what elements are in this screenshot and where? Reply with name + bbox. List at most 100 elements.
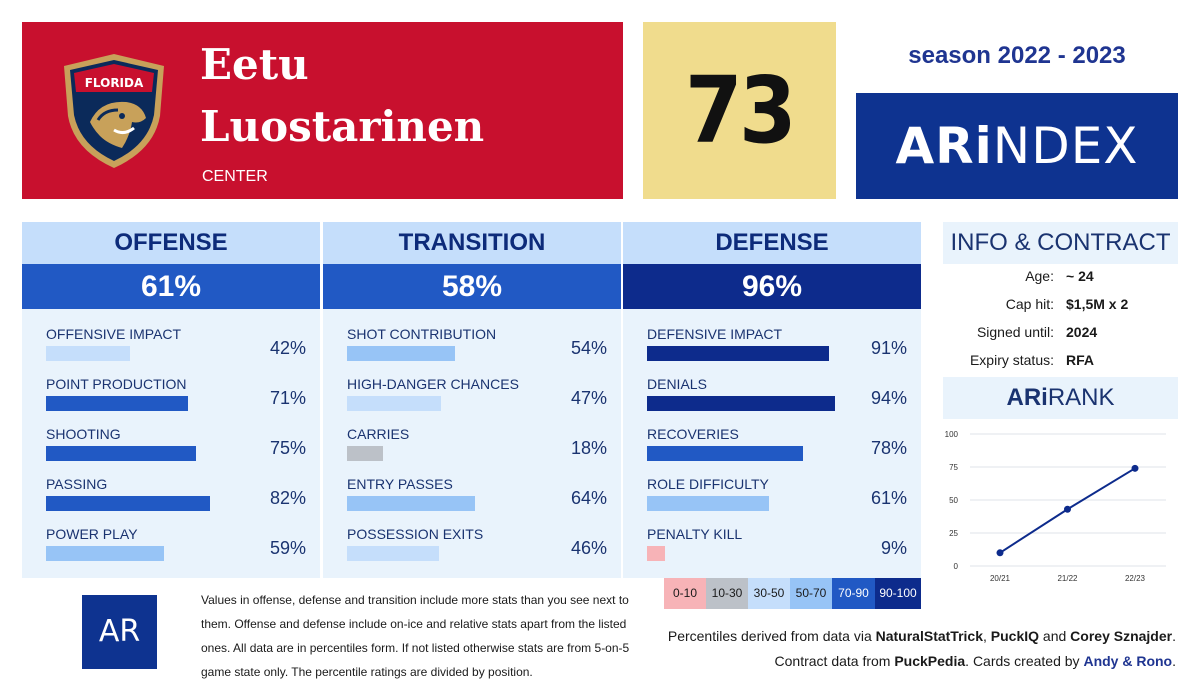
info-contract-title: INFO & CONTRACT xyxy=(943,222,1178,264)
y-tick-label: 75 xyxy=(949,463,958,472)
column-title: TRANSITION xyxy=(323,222,621,264)
credits-line-data: Percentiles derived from data via Natura… xyxy=(667,628,1176,644)
stat-percent: 75% xyxy=(269,438,306,458)
legend-item: 90-100 xyxy=(875,578,921,609)
info-key: Cap hit: xyxy=(1005,296,1054,312)
stat-row: SHOT CONTRIBUTION 54% xyxy=(347,326,607,370)
stat-bar xyxy=(347,396,441,411)
stat-bar xyxy=(347,546,439,561)
stat-row: CARRIES 18% xyxy=(347,426,607,470)
column-title: DEFENSE xyxy=(623,222,921,264)
stat-label: ENTRY PASSES xyxy=(347,476,453,492)
stat-percent: 46% xyxy=(570,538,607,558)
stat-label: POINT PRODUCTION xyxy=(46,376,187,392)
stat-percent: 64% xyxy=(570,488,607,508)
stat-label: PASSING xyxy=(46,476,108,492)
defense-column: DEFENSE 96% DEFENSIVE IMPACT 91% DENIALS 9… xyxy=(623,222,921,578)
stat-percent: 47% xyxy=(570,388,607,408)
arindex-logo: ARiNDEX xyxy=(895,117,1139,175)
x-tick-label: 22/23 xyxy=(1125,574,1146,583)
legend-item: 0-10 xyxy=(664,578,706,609)
column-total: 58% xyxy=(323,264,621,309)
credits: Percentiles derived from data via Natura… xyxy=(668,624,1176,674)
stat-row: POSSESSION EXITS 46% xyxy=(347,526,607,570)
stat-percent: 71% xyxy=(269,388,306,408)
disclaimer-text: Values in offense, defense and transitio… xyxy=(201,593,630,679)
stat-percent: 82% xyxy=(269,488,306,508)
stat-bar xyxy=(647,396,835,411)
stat-label: SHOOTING xyxy=(46,426,121,442)
stat-label: DEFENSIVE IMPACT xyxy=(647,326,783,342)
arirank-title: ARiRANK xyxy=(943,377,1178,419)
stat-percent: 9% xyxy=(880,538,907,558)
legend-item: 30-50 xyxy=(748,578,790,609)
info-row-signed-until: Signed until: 2024 xyxy=(943,324,1178,348)
stat-row: ROLE DIFFICULTY 61% xyxy=(647,476,907,520)
stat-percent: 42% xyxy=(269,338,306,358)
stat-bar xyxy=(347,446,383,461)
stat-label: DENIALS xyxy=(647,376,707,392)
stat-label: SHOT CONTRIBUTION xyxy=(347,326,497,342)
ar-logo: AR xyxy=(82,595,157,669)
player-position: CENTER xyxy=(202,168,268,185)
info-row-age: Age: ~ 24 xyxy=(943,268,1178,292)
score-card: 73 xyxy=(643,22,836,199)
stat-percent: 91% xyxy=(870,338,907,358)
stat-percent: 78% xyxy=(870,438,907,458)
info-row-cap-hit: Cap hit: $1,5M x 2 xyxy=(943,296,1178,320)
stat-row: ENTRY PASSES 64% xyxy=(347,476,607,520)
stat-percent: 59% xyxy=(269,538,306,558)
legend-item: 70-90 xyxy=(832,578,875,609)
info-row-expiry-status: Expiry status: RFA xyxy=(943,352,1178,376)
stat-row: PENALTY KILL 9% xyxy=(647,526,907,570)
info-value: 2024 xyxy=(1066,324,1098,340)
info-value: ~ 24 xyxy=(1066,268,1094,284)
stat-bar xyxy=(46,346,130,361)
stat-row: RECOVERIES 78% xyxy=(647,426,907,470)
data-point xyxy=(1131,464,1139,472)
stat-bar xyxy=(647,496,769,511)
stat-row: PASSING 82% xyxy=(46,476,306,520)
stat-bar xyxy=(647,446,803,461)
stat-percent: 18% xyxy=(570,438,607,458)
stat-label: POWER PLAY xyxy=(46,526,138,542)
florida-panthers-logo-icon: FLORIDA xyxy=(64,54,164,168)
column-total: 96% xyxy=(623,264,921,309)
x-tick-label: 20/21 xyxy=(990,574,1011,583)
stat-bar xyxy=(46,496,210,511)
stat-row: DENIALS 94% xyxy=(647,376,907,420)
arirank-line-chart: 0 25 50 75 100 20/21 21/22 22/23 xyxy=(945,430,1166,583)
y-tick-label: 25 xyxy=(949,529,958,538)
y-tick-label: 0 xyxy=(954,562,959,571)
stat-bar xyxy=(46,546,164,561)
player-first-name: Eetu xyxy=(200,40,309,89)
season-label: season 2022 - 2023 xyxy=(908,42,1126,69)
data-point xyxy=(1064,505,1071,513)
data-point xyxy=(996,549,1004,557)
stat-bar xyxy=(46,446,196,461)
stat-label: POSSESSION EXITS xyxy=(347,526,484,542)
credits-line-contract: Contract data from PuckPedia. Cards crea… xyxy=(774,653,1176,669)
stat-bar xyxy=(347,346,455,361)
stat-bar xyxy=(347,496,475,511)
player-name-card: FLORIDA Eetu Luostarinen CENTER xyxy=(22,22,623,199)
column-total: 61% xyxy=(22,264,320,309)
info-key: Age: xyxy=(1025,268,1054,284)
stat-percent: 94% xyxy=(870,388,907,408)
legend-item: 10-30 xyxy=(706,578,748,609)
stat-row: SHOOTING 75% xyxy=(46,426,306,470)
y-tick-label: 100 xyxy=(945,430,959,439)
stat-label: ROLE DIFFICULTY xyxy=(647,476,769,492)
logo-text: FLORIDA xyxy=(85,76,144,90)
stat-row: OFFENSIVE IMPACT 42% xyxy=(46,326,306,370)
stat-bar xyxy=(647,346,829,361)
stat-label: PENALTY KILL xyxy=(647,526,743,542)
stat-label: CARRIES xyxy=(347,426,410,442)
y-tick-label: 50 xyxy=(949,496,958,505)
offense-column: OFFENSE 61% OFFENSIVE IMPACT 42% POINT PR… xyxy=(22,222,320,578)
info-key: Expiry status: xyxy=(969,352,1054,368)
stat-label: RECOVERIES xyxy=(647,426,739,442)
stat-label: OFFENSIVE IMPACT xyxy=(46,326,182,342)
stat-percent: 54% xyxy=(570,338,607,358)
stat-row: POWER PLAY 59% xyxy=(46,526,306,570)
